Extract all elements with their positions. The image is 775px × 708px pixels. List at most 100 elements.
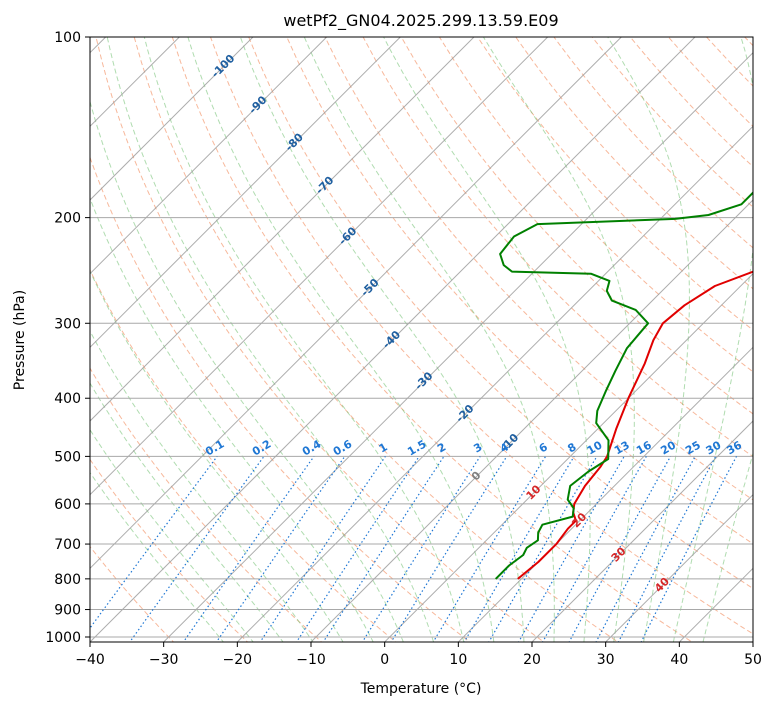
moist-adiabat-line (672, 37, 753, 642)
mixing-ratio-line (361, 456, 481, 642)
dry-adiabat-line (324, 37, 753, 501)
x-tick-label: −40 (75, 652, 105, 668)
mixing-ratio-line (182, 456, 315, 642)
dry-adiabat-line (90, 458, 249, 642)
y-tick-label: 900 (54, 603, 81, 619)
dry-adiabat-line (90, 155, 471, 642)
isotherm-line (90, 37, 549, 496)
moist-adiabat-line (482, 37, 635, 642)
dry-adiabat-line (668, 37, 753, 127)
mixing-ratio-line (617, 456, 717, 642)
isotherm-label: -60 (336, 224, 359, 247)
mixing-ratio-line (463, 456, 575, 642)
mixing-ratio-line (90, 456, 218, 630)
mixing-ratio-label: 30 (704, 438, 724, 457)
mixing-ratio-line (595, 456, 696, 642)
dry-adiabat-line (477, 37, 753, 331)
mixing-ratio-line (215, 456, 346, 642)
dry-adiabat-line (95, 37, 545, 642)
isotherm-line (383, 272, 753, 642)
chart-title: wetPf2_GN04.2025.299.13.59.E09 (283, 11, 558, 31)
mixing-ratio-line (129, 456, 265, 642)
y-tick-label: 700 (54, 537, 81, 553)
dry-adiabat-line (438, 37, 753, 373)
moist-adiabat-line (90, 330, 314, 642)
x-tick-label: 40 (670, 652, 688, 668)
isotherm-line (604, 493, 753, 642)
x-tick-label: 10 (449, 652, 467, 668)
dry-adiabat-line (90, 268, 397, 642)
y-axis-label: Pressure (hPa) (12, 290, 28, 390)
mixing-ratio-line (295, 456, 420, 642)
dry-adiabat-line (248, 37, 753, 590)
mixing-ratio-line (640, 456, 738, 642)
mixing-ratio-label: 1 (377, 440, 390, 455)
isotherm-line (90, 37, 401, 349)
x-tick-label: 20 (523, 652, 541, 668)
mixing-ratio-label: 13 (612, 438, 632, 457)
mixing-ratio-line (259, 456, 386, 642)
plot-frame (89, 36, 754, 643)
isotherm-line (90, 37, 622, 570)
mixing-ratio-line (432, 456, 547, 642)
y-tick-label: 600 (54, 497, 81, 513)
y-tick-label: 500 (54, 449, 81, 465)
y-tick-label: 1000 (45, 630, 81, 646)
y-tick-label: 200 (54, 211, 81, 227)
moist-adiabat-line (90, 269, 344, 642)
y-tick-label: 400 (54, 391, 81, 407)
mixing-ratio-label: 0.1 (203, 437, 226, 458)
mixing-ratio-line (390, 456, 508, 642)
isotherm-label: -30 (412, 369, 435, 392)
mixing-ratio-label: 25 (683, 439, 703, 458)
x-tick-label: 30 (597, 652, 615, 668)
moist-adiabat-line (143, 37, 465, 642)
dry-adiabat-line (400, 37, 753, 415)
isotherm-line (90, 37, 328, 275)
dry-adiabat-line (515, 37, 753, 290)
moist-adiabat-label: 30 (609, 544, 629, 564)
isotherm-line (162, 51, 753, 642)
dewpoint-trace (494, 191, 753, 580)
x-tick-label: 0 (380, 652, 389, 668)
mixing-ratio-label: 16 (634, 438, 654, 457)
mixing-ratio-label: 2 (435, 440, 448, 455)
y-tick-label: 300 (54, 316, 81, 332)
dry-adiabat-line (90, 545, 175, 642)
mixing-ratio-line (542, 456, 647, 642)
x-tick-label: −30 (149, 652, 179, 668)
x-tick-label: −10 (296, 652, 326, 668)
moist-adiabat-line (90, 471, 224, 642)
mixing-ratio-label: 20 (658, 438, 678, 457)
axes-layer: −40 −30 −20 −10 0 10 20 30 40 5010020030040050060… (45, 30, 762, 668)
mixing-ratio-label: 0.2 (250, 437, 273, 458)
isotherm-label: -70 (313, 174, 336, 197)
isotherm-line (531, 420, 753, 642)
isotherm-line (90, 37, 475, 422)
isotherm-label: -40 (380, 328, 403, 351)
y-tick-label: 100 (54, 30, 81, 46)
isotherm-line (310, 199, 753, 642)
mixing-ratio-label: 3 (471, 440, 484, 455)
sounding-layer (494, 191, 753, 580)
moist-adiabat-line (106, 37, 435, 642)
isotherm-line (90, 37, 696, 642)
moist-adiabat-line (90, 428, 254, 642)
moist-adiabat-line (702, 451, 753, 642)
dry-adiabat-line (133, 37, 619, 642)
isotherm-line (236, 125, 753, 642)
moist-adiabat-line (303, 37, 555, 642)
moist-adiabat-line (90, 196, 374, 642)
isotherm-line (90, 37, 254, 201)
dry-adiabat-line (90, 367, 323, 642)
mixing-ratio-label: 36 (724, 438, 744, 457)
x-axis-label: Temperature (°C) (360, 681, 482, 697)
moist-adiabat-line (607, 37, 690, 642)
mixing-ratio-line (322, 456, 445, 642)
dry-adiabat-line (286, 37, 753, 545)
moist-adiabat-line (239, 37, 525, 642)
mixing-ratio-label: 0.4 (300, 437, 324, 458)
moist-adiabat-line (187, 37, 495, 642)
moist-adiabat-line (383, 37, 591, 642)
